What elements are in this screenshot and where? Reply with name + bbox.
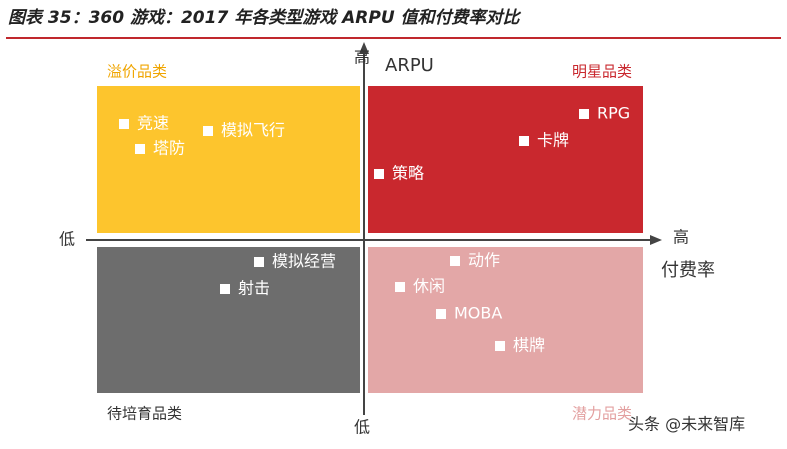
quadrant-label: 待培育品类 bbox=[107, 405, 182, 423]
item-label: 射击 bbox=[238, 279, 270, 298]
item-label: 动作 bbox=[468, 251, 500, 270]
item-marker bbox=[450, 256, 460, 266]
quadrant-bg bbox=[97, 247, 360, 393]
axis-label: 高 bbox=[673, 228, 689, 247]
item-label: 策略 bbox=[392, 164, 424, 183]
quadrant-label: 明星品类 bbox=[572, 63, 632, 81]
item-label: RPG bbox=[597, 104, 630, 123]
item-marker bbox=[254, 257, 264, 267]
axis-label: 付费率 bbox=[661, 260, 715, 281]
item-label: MOBA bbox=[454, 304, 502, 323]
item-label: 卡牌 bbox=[537, 131, 569, 150]
arrow bbox=[359, 42, 369, 54]
item-label: 模拟经营 bbox=[272, 252, 336, 271]
quadrant-bg bbox=[97, 86, 360, 233]
item-marker bbox=[495, 341, 505, 351]
quadrant-bg bbox=[368, 247, 643, 393]
axis-label: 低 bbox=[59, 230, 75, 249]
item-marker bbox=[395, 282, 405, 292]
item-label: 休闲 bbox=[413, 277, 445, 296]
item-marker bbox=[579, 109, 589, 119]
item-label: 塔防 bbox=[153, 139, 185, 158]
watermark: 头条 @未来智库 bbox=[628, 415, 745, 434]
item-marker bbox=[135, 144, 145, 154]
quadrant-label: 潜力品类 bbox=[572, 405, 632, 423]
axis-label: 低 bbox=[354, 418, 370, 437]
item-marker bbox=[119, 119, 129, 129]
axis-label: 高 bbox=[354, 48, 370, 67]
item-label: 竞速 bbox=[137, 114, 169, 133]
title: 图表 35：360 游戏：2017 年各类型游戏 ARPU 值和付费率对比 bbox=[8, 8, 522, 28]
item-marker bbox=[374, 169, 384, 179]
item-marker bbox=[436, 309, 446, 319]
item-label: 模拟飞行 bbox=[221, 121, 285, 140]
arrow bbox=[650, 235, 662, 245]
quadrant-label: 溢价品类 bbox=[107, 63, 167, 81]
axis-label: ARPU bbox=[385, 55, 434, 76]
item-marker bbox=[203, 126, 213, 136]
item-marker bbox=[220, 284, 230, 294]
item-label: 棋牌 bbox=[513, 336, 545, 355]
quadrant-bg bbox=[368, 86, 643, 233]
item-marker bbox=[519, 136, 529, 146]
